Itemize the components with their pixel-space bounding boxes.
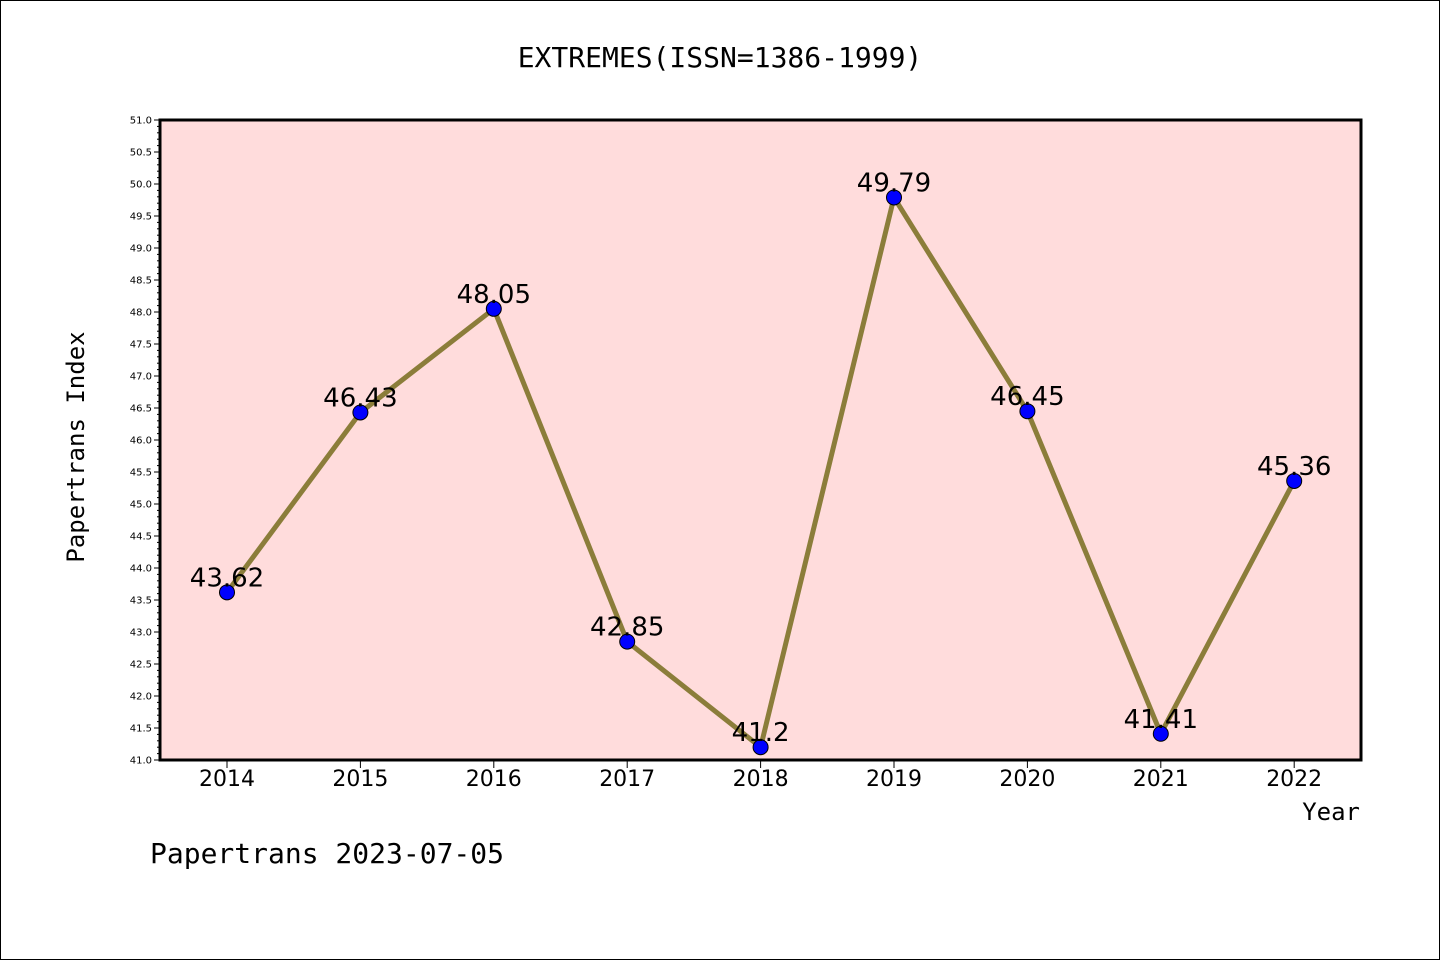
x-tick-label: 2022 — [1266, 767, 1322, 792]
y-tick-label: 41.5 — [130, 724, 152, 735]
series-layer — [219, 189, 1303, 756]
x-tick-label: 2021 — [1133, 767, 1189, 792]
data-point — [219, 584, 235, 601]
plot-area — [160, 120, 1361, 760]
plot-border — [158, 118, 1363, 762]
data-point — [1019, 403, 1036, 420]
y-tick-label: 42.0 — [130, 692, 152, 703]
data-point — [1286, 472, 1303, 489]
y-tick-label: 44.5 — [130, 532, 152, 543]
y-tick-label: 49.0 — [130, 244, 152, 255]
data-label: 42.85 — [590, 613, 664, 643]
y-tick-label: 44.0 — [130, 564, 152, 575]
x-tick-label: 2016 — [466, 767, 522, 792]
y-tick-label: 50.0 — [130, 180, 152, 191]
data-label: 41.41 — [1124, 705, 1198, 735]
data-label: 46.45 — [990, 382, 1064, 412]
y-tick-label: 45.0 — [130, 500, 152, 511]
y-tick-label: 45.5 — [130, 468, 152, 479]
y-axis-label: Papertrans Index — [62, 331, 90, 562]
data-point — [485, 300, 502, 317]
x-tick-label: 2014 — [199, 767, 255, 792]
data-point — [619, 633, 636, 650]
footer-text: Papertrans 2023-07-05 — [150, 837, 504, 870]
y-tick-label: 47.5 — [130, 340, 152, 351]
x-tick-label: 2020 — [999, 767, 1055, 792]
y-tick-label: 48.5 — [130, 276, 152, 287]
y-tick-label: 47.0 — [130, 372, 152, 383]
y-tick-label: 46.0 — [130, 436, 152, 447]
y-tick-label: 51.0 — [130, 116, 152, 127]
x-tick-label: 2015 — [332, 767, 388, 792]
data-label: 48.05 — [457, 280, 531, 310]
y-tick-label: 50.5 — [130, 148, 152, 159]
data-point — [886, 189, 902, 206]
x-tick-label: 2019 — [866, 767, 922, 792]
data-point — [752, 739, 769, 756]
data-label: 41.2 — [732, 718, 790, 748]
y-tick-label: 42.5 — [130, 660, 152, 671]
y-tick-label: 43.0 — [130, 628, 152, 639]
data-point — [352, 404, 369, 421]
y-tick-label: 41.0 — [130, 756, 152, 767]
x-axis-ticks: 2014 2015 2016 2017 2018 2019 2020 2021 2022 — [199, 760, 1322, 792]
y-tick-label: 43.5 — [130, 596, 152, 607]
data-label: 45.36 — [1257, 452, 1331, 482]
data-labels: 43.62 46.43 48.05 42.85 41.2 49.79 46.45 41.41 4… — [190, 168, 1332, 748]
data-label: 46.43 — [323, 383, 397, 413]
y-tick-label: 48.0 — [130, 308, 152, 319]
data-label: 49.79 — [857, 168, 931, 198]
x-tick-label: 2017 — [599, 767, 655, 792]
x-tick-label: 2018 — [733, 767, 789, 792]
y-tick-label: 49.5 — [130, 212, 152, 223]
y-tick-label: 46.5 — [130, 404, 152, 415]
x-axis-label: Year — [1302, 798, 1360, 826]
y-axis-ticks: 41.0 41.5 42.0 42.5 43.0 43.5 44.0 44.5 45.0 45.5… — [130, 116, 160, 767]
data-label: 43.62 — [190, 563, 264, 593]
chart-title: EXTREMES(ISSN=1386-1999) — [518, 41, 923, 74]
data-point — [1152, 725, 1169, 742]
